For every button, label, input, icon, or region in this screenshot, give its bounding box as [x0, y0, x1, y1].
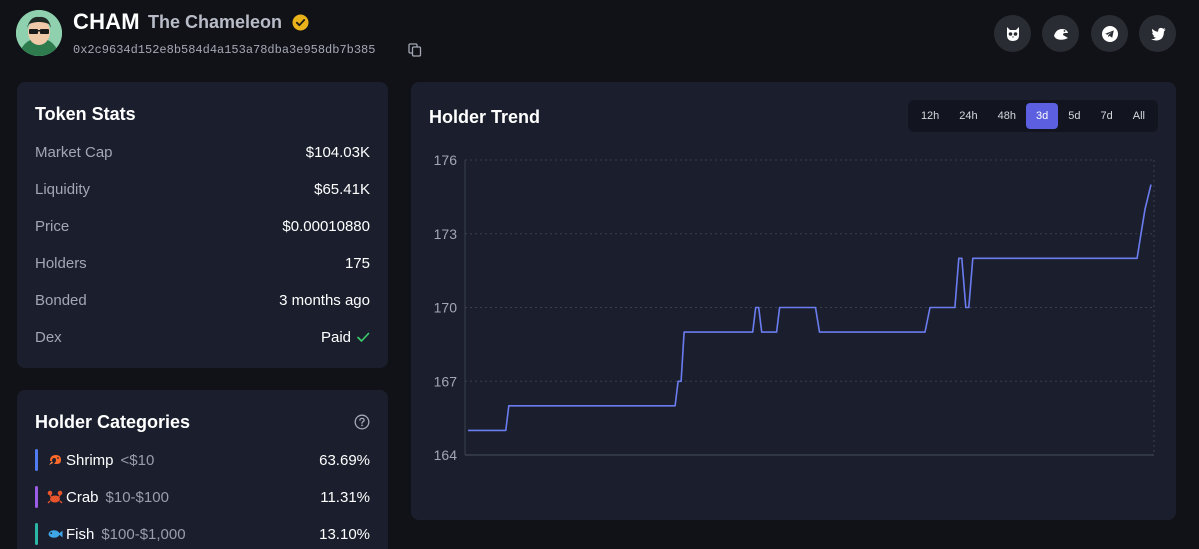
stat-value: 175 [344, 254, 370, 272]
category-row-fish: Fish $100-$1,000 13.10% [35, 523, 370, 545]
category-color-bar [35, 523, 38, 545]
category-range: <$10 [120, 451, 155, 469]
stat-label: Dex [35, 328, 62, 346]
category-row-crab: Crab $10-$100 11.31% [35, 486, 370, 508]
stat-row-market-cap: Market Cap $104.03K [35, 142, 370, 162]
y-tick-label: 176 [434, 152, 458, 168]
tab-7d[interactable]: 7d [1100, 110, 1113, 122]
copy-icon[interactable] [408, 43, 422, 57]
stat-value: 3 months ago [279, 291, 370, 309]
stat-row-price: Price $0.00010880 [35, 216, 370, 236]
eagle-social-button[interactable] [1042, 15, 1079, 52]
tab-48h[interactable]: 48h [997, 110, 1017, 122]
holder-categories-card: Holder Categories Shrimp <$10 63.69% [17, 390, 388, 549]
tab-3d[interactable]: 3d [1026, 103, 1059, 129]
shrimp-icon [49, 455, 61, 465]
twitter-icon [1150, 27, 1165, 40]
stat-row-liquidity: Liquidity $65.41K [35, 179, 370, 199]
tab-24h[interactable]: 24h [959, 110, 978, 122]
fish-icon [48, 530, 63, 538]
holder-categories-title: Holder Categories [35, 412, 191, 432]
token-stats-title: Token Stats [35, 104, 136, 124]
category-color-bar [35, 486, 38, 508]
holder-trend-line [468, 184, 1152, 432]
token-stats-card: Token Stats Market Cap $104.03K Liquidit… [17, 82, 388, 368]
tab-12h[interactable]: 12h [920, 110, 940, 122]
token-symbol: CHAM [73, 9, 140, 34]
category-percent: 11.31% [320, 488, 370, 506]
category-color-bar [35, 449, 38, 471]
check-icon [357, 332, 370, 342]
telegram-icon [1101, 25, 1118, 42]
holder-trend-chart: 164 167 170 173 176 [434, 152, 1155, 463]
token-avatar [16, 10, 62, 56]
tab-5d[interactable]: 5d [1068, 110, 1081, 122]
stat-label: Market Cap [35, 143, 113, 161]
y-tick-label: 170 [434, 300, 458, 316]
category-percent: 63.69% [319, 451, 370, 469]
category-range: $10-$100 [105, 488, 169, 506]
time-range-tabs: 12h 24h 48h 3d 5d 7d All [907, 100, 1158, 132]
stat-value: $104.03K [305, 143, 370, 161]
holder-trend-card: Holder Trend 12h 24h 48h 3d 5d 7d All 16… [411, 82, 1176, 520]
owl-social-button[interactable] [994, 15, 1031, 52]
category-name: Crab [66, 488, 99, 506]
owl-icon [1006, 26, 1019, 41]
y-tick-label: 173 [434, 226, 458, 242]
category-percent: 13.10% [319, 525, 370, 543]
stat-row-holders: Holders 175 [35, 253, 370, 273]
stat-label: Holders [35, 254, 87, 272]
stat-value: $65.41K [314, 180, 370, 198]
category-name: Fish [66, 525, 95, 543]
stat-value: $0.00010880 [282, 217, 370, 235]
dex-status-text: Paid [320, 328, 351, 346]
token-name: The Chameleon [148, 12, 283, 32]
category-name: Shrimp [66, 451, 114, 469]
crab-icon [47, 490, 63, 504]
holder-trend-title: Holder Trend [429, 107, 541, 127]
y-tick-label: 167 [434, 373, 458, 389]
stat-row-dex: Dex Paid [35, 327, 370, 347]
category-range: $100-$1,000 [101, 525, 186, 543]
contract-address: 0x2c9634d152e8b584d4a153a78dba3e958db7b3… [73, 43, 376, 57]
verified-badge-icon [292, 14, 309, 31]
stat-label: Liquidity [35, 180, 91, 198]
category-row-shrimp: Shrimp <$10 63.69% [35, 449, 370, 471]
stat-label: Price [35, 217, 70, 235]
help-icon[interactable] [354, 414, 370, 430]
y-tick-label: 164 [434, 447, 458, 463]
telegram-social-button[interactable] [1091, 15, 1128, 52]
tab-all[interactable]: All [1132, 110, 1145, 122]
stat-value-dex: Paid [321, 329, 370, 346]
stat-label: Bonded [35, 291, 87, 309]
stat-row-bonded: Bonded 3 months ago [35, 290, 370, 310]
token-header: CHAM The Chameleon 0x2c9634d152e8b584d4a… [0, 0, 1199, 72]
eagle-icon [1053, 28, 1068, 40]
twitter-social-button[interactable] [1139, 15, 1176, 52]
